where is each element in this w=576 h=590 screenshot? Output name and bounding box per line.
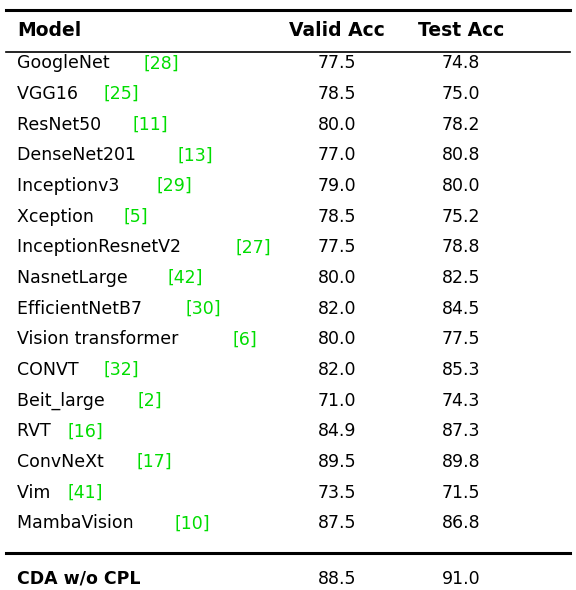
Text: 75.0: 75.0 xyxy=(442,85,480,103)
Text: 78.5: 78.5 xyxy=(318,208,356,226)
Text: VGG16: VGG16 xyxy=(17,85,84,103)
Text: 85.3: 85.3 xyxy=(442,361,480,379)
Text: 82.0: 82.0 xyxy=(318,361,356,379)
Text: [28]: [28] xyxy=(144,54,180,73)
Text: Vim: Vim xyxy=(17,484,56,502)
Text: Inceptionv3: Inceptionv3 xyxy=(17,177,125,195)
Text: 78.5: 78.5 xyxy=(318,85,356,103)
Text: [17]: [17] xyxy=(137,453,172,471)
Text: [5]: [5] xyxy=(124,208,148,226)
Text: 71.5: 71.5 xyxy=(442,484,480,502)
Text: InceptionResnetV2: InceptionResnetV2 xyxy=(17,238,187,257)
Text: ConvNeXt: ConvNeXt xyxy=(17,453,109,471)
Text: 87.5: 87.5 xyxy=(318,514,356,533)
Text: Vision transformer: Vision transformer xyxy=(17,330,184,349)
Text: 82.5: 82.5 xyxy=(442,269,480,287)
Text: [42]: [42] xyxy=(167,269,203,287)
Text: 84.5: 84.5 xyxy=(442,300,480,318)
Text: 73.5: 73.5 xyxy=(318,484,356,502)
Text: NasnetLarge: NasnetLarge xyxy=(17,269,134,287)
Text: 80.8: 80.8 xyxy=(442,146,480,165)
Text: 77.5: 77.5 xyxy=(442,330,480,349)
Text: Model: Model xyxy=(17,21,82,40)
Text: [16]: [16] xyxy=(68,422,104,441)
Text: 74.8: 74.8 xyxy=(442,54,480,73)
Text: CDA w/o CPL: CDA w/o CPL xyxy=(17,570,141,588)
Text: [10]: [10] xyxy=(175,514,210,533)
Text: 77.5: 77.5 xyxy=(318,238,356,257)
Text: Xception: Xception xyxy=(17,208,100,226)
Text: Beit_large: Beit_large xyxy=(17,392,111,410)
Text: [2]: [2] xyxy=(138,392,162,410)
Text: 78.8: 78.8 xyxy=(442,238,480,257)
Text: 86.8: 86.8 xyxy=(441,514,480,533)
Text: MambaVision: MambaVision xyxy=(17,514,139,533)
Text: [25]: [25] xyxy=(103,85,139,103)
Text: 80.0: 80.0 xyxy=(318,116,356,134)
Text: GoogleNet: GoogleNet xyxy=(17,54,115,73)
Text: 89.5: 89.5 xyxy=(317,453,357,471)
Text: RVT: RVT xyxy=(17,422,56,441)
Text: [27]: [27] xyxy=(236,238,272,257)
Text: 79.0: 79.0 xyxy=(317,177,357,195)
Text: 78.2: 78.2 xyxy=(442,116,480,134)
Text: 87.3: 87.3 xyxy=(442,422,480,441)
Text: Valid Acc: Valid Acc xyxy=(289,21,385,40)
Text: 71.0: 71.0 xyxy=(318,392,356,410)
Text: CONVT: CONVT xyxy=(17,361,85,379)
Text: 88.5: 88.5 xyxy=(318,570,356,588)
Text: 77.5: 77.5 xyxy=(318,54,356,73)
Text: [32]: [32] xyxy=(104,361,139,379)
Text: [6]: [6] xyxy=(233,330,257,349)
Text: ResNet50: ResNet50 xyxy=(17,116,107,134)
Text: 89.8: 89.8 xyxy=(441,453,480,471)
Text: [41]: [41] xyxy=(67,484,103,502)
Text: 91.0: 91.0 xyxy=(441,570,480,588)
Text: [13]: [13] xyxy=(178,146,214,165)
Text: 74.3: 74.3 xyxy=(442,392,480,410)
Text: EfficientNetB7: EfficientNetB7 xyxy=(17,300,148,318)
Text: 80.0: 80.0 xyxy=(442,177,480,195)
Text: 77.0: 77.0 xyxy=(318,146,356,165)
Text: [29]: [29] xyxy=(157,177,192,195)
Text: 82.0: 82.0 xyxy=(318,300,356,318)
Text: [11]: [11] xyxy=(133,116,169,134)
Text: 80.0: 80.0 xyxy=(318,269,356,287)
Text: [30]: [30] xyxy=(185,300,221,318)
Text: Test Acc: Test Acc xyxy=(418,21,504,40)
Text: 75.2: 75.2 xyxy=(442,208,480,226)
Text: DenseNet201: DenseNet201 xyxy=(17,146,142,165)
Text: 80.0: 80.0 xyxy=(318,330,356,349)
Text: 84.9: 84.9 xyxy=(318,422,356,441)
